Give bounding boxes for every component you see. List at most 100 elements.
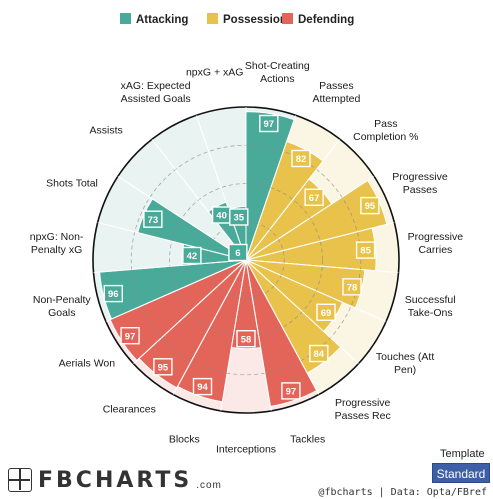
category-label: Non-Penalty Goals (32, 293, 91, 319)
value-label: 85 (355, 241, 376, 259)
logo-text: FBCHARTS (38, 467, 193, 493)
value-label: 35 (229, 208, 249, 226)
legend-label: Attacking (136, 14, 188, 26)
value-text: 6 (235, 248, 240, 259)
value-box (304, 188, 324, 207)
legend-label: Defending (298, 14, 354, 26)
gridlines (92, 106, 400, 414)
category-label: Progressive Carries (407, 231, 464, 257)
value-text: 35 (234, 213, 245, 224)
value-label: 96 (103, 284, 124, 303)
value-text: 58 (241, 334, 252, 345)
legend-label: Possession (223, 14, 287, 26)
category-label: npxG: Non- Penalty xG (29, 231, 84, 257)
legend-swatch (282, 13, 293, 24)
template-button[interactable]: Standard (432, 463, 490, 483)
value-text: 78 (347, 282, 358, 293)
value-label: 6 (228, 243, 248, 262)
spoke (245, 259, 272, 411)
value-text: 95 (365, 201, 376, 212)
legend-item-defending: Defending (282, 13, 354, 26)
category-label: npxG + xAG (185, 66, 244, 79)
value-box (103, 284, 124, 303)
value-text: 73 (148, 215, 159, 226)
legend-item-attacking: Attacking (120, 13, 188, 26)
grid-ring (207, 221, 285, 299)
category-label: Assists (89, 124, 123, 137)
value-box (153, 358, 173, 376)
category-label: Interceptions (215, 443, 277, 456)
value-box (281, 382, 301, 400)
category-label: Clearances (102, 403, 156, 416)
value-label: 42 (182, 246, 202, 265)
value-box (309, 344, 329, 363)
value-label: 97 (120, 327, 140, 345)
category-label: Progressive Passes (392, 170, 448, 196)
value-box (182, 246, 202, 265)
spoke (97, 221, 247, 261)
value-box (291, 149, 311, 168)
value-text: 40 (216, 211, 227, 222)
value-label: 40 (211, 206, 232, 224)
value-label: 95 (153, 358, 173, 376)
spoke (245, 259, 359, 364)
value-box (355, 241, 376, 259)
value-text: 67 (309, 193, 320, 204)
value-box (316, 303, 336, 321)
category-label: Shot-Creating Actions (244, 59, 310, 85)
spoke (105, 259, 247, 322)
value-box (259, 114, 279, 133)
category-label: Aerials Won (58, 357, 116, 370)
category-label: Tackles (290, 433, 326, 446)
category-label: Pass Completion % (353, 118, 419, 144)
category-label: Touches (Att Pen) (375, 350, 435, 376)
value-label: 97 (281, 382, 301, 400)
value-label: 97 (259, 114, 279, 133)
data-credit: @fbcharts | Data: Opta/FBref (318, 487, 487, 498)
value-label: 94 (192, 377, 213, 396)
value-box (229, 208, 249, 226)
category-label: Successful Take-Ons (404, 293, 456, 319)
fbcharts-logo[interactable]: FBCHARTS .com (8, 467, 222, 493)
value-text: 85 (360, 246, 371, 257)
logo-grid-icon (8, 468, 32, 492)
value-label: 82 (291, 149, 311, 168)
category-label: Passes Attempted (312, 79, 361, 105)
spoke (245, 259, 399, 274)
logo-domain: .com (196, 479, 222, 491)
spoke (133, 259, 247, 364)
value-box (143, 210, 163, 228)
spoke (245, 259, 387, 322)
value-label: 78 (342, 278, 362, 296)
value-label: 84 (309, 344, 329, 363)
value-text: 84 (314, 349, 325, 360)
spoke (245, 259, 320, 395)
category-label: Blocks (168, 433, 200, 446)
value-text: 97 (264, 119, 275, 130)
value-box (360, 196, 380, 215)
value-text: 95 (158, 362, 169, 373)
value-label: 95 (360, 196, 380, 215)
spoke (220, 259, 247, 411)
value-text: 42 (187, 251, 198, 262)
spoke (117, 175, 247, 261)
value-box (342, 278, 362, 296)
value-text: 94 (197, 382, 208, 393)
value-text: 69 (321, 308, 332, 319)
template-label: Template (440, 448, 485, 460)
value-text: 82 (296, 154, 307, 165)
value-text: 97 (286, 387, 297, 398)
value-text: 97 (125, 331, 136, 342)
value-box (192, 377, 213, 396)
value-label: 73 (143, 210, 163, 228)
legend-swatch (120, 13, 131, 24)
value-label: 58 (236, 330, 256, 348)
spoke (245, 221, 395, 261)
spoke (245, 175, 375, 261)
value-box (228, 243, 248, 262)
spoke (195, 115, 247, 261)
spoke (151, 138, 247, 261)
value-box (120, 327, 140, 345)
category-label: Shots Total (46, 177, 98, 190)
